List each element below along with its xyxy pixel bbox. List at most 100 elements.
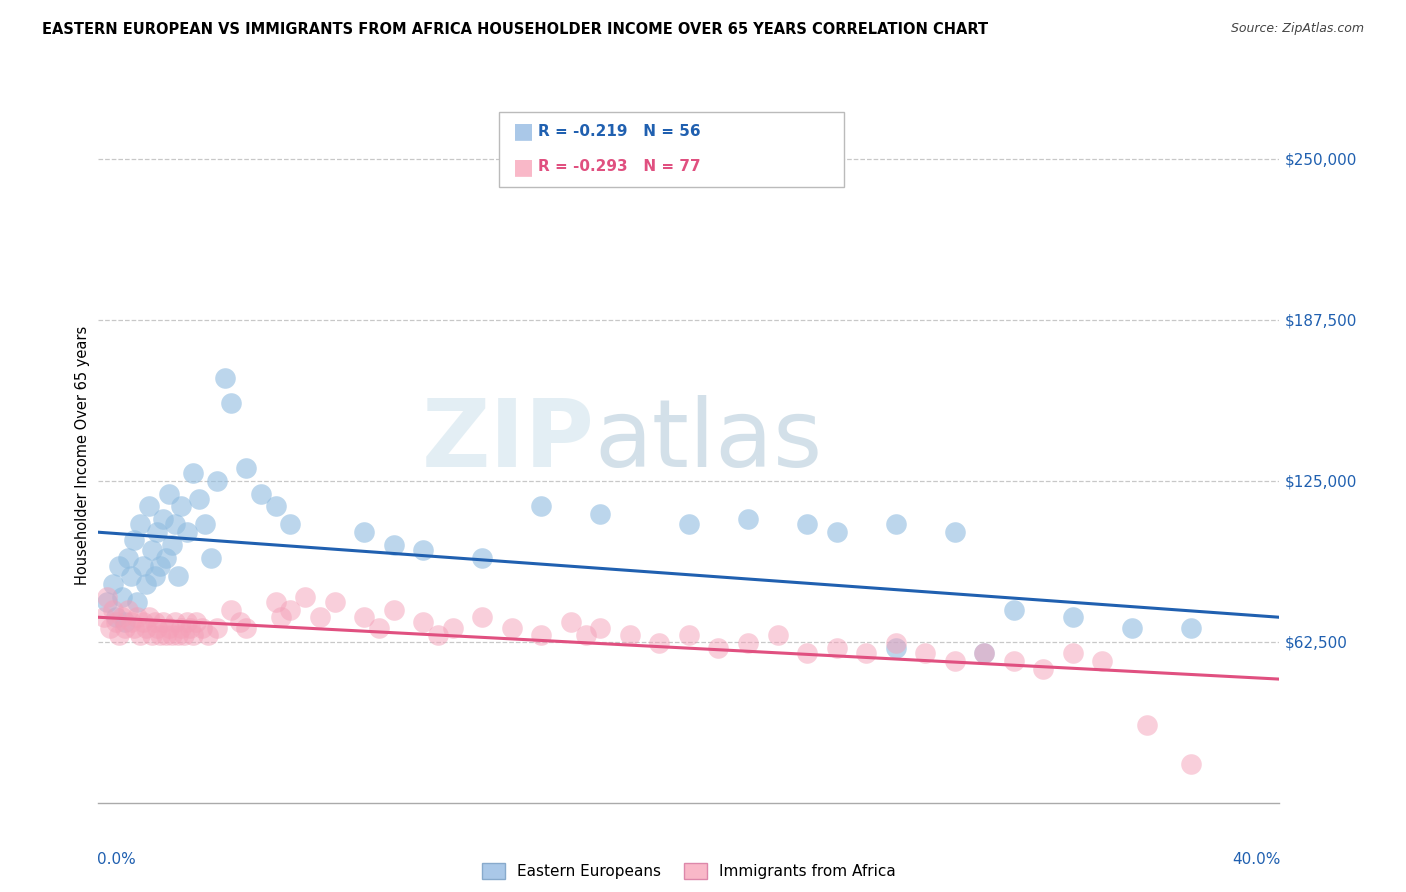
Point bbox=[973, 646, 995, 660]
Point bbox=[471, 610, 494, 624]
Point bbox=[530, 628, 553, 642]
Point bbox=[1002, 654, 1025, 668]
Point bbox=[187, 491, 209, 506]
Point bbox=[678, 628, 700, 642]
Point bbox=[943, 525, 966, 540]
Point bbox=[167, 569, 190, 583]
Point bbox=[412, 543, 434, 558]
Point bbox=[973, 646, 995, 660]
Point bbox=[884, 641, 907, 656]
Point bbox=[1091, 654, 1114, 668]
Point bbox=[943, 654, 966, 668]
Point bbox=[197, 628, 219, 642]
Point bbox=[382, 538, 405, 552]
Point bbox=[146, 525, 169, 540]
Point bbox=[149, 558, 172, 573]
Point bbox=[235, 621, 257, 635]
Point bbox=[184, 615, 207, 630]
Point bbox=[250, 486, 273, 500]
Point bbox=[114, 615, 136, 630]
Point bbox=[191, 621, 214, 635]
Text: 40.0%: 40.0% bbox=[1232, 852, 1281, 866]
Legend: Eastern Europeans, Immigrants from Africa: Eastern Europeans, Immigrants from Afric… bbox=[475, 856, 903, 886]
Point bbox=[382, 602, 405, 616]
Point bbox=[737, 636, 759, 650]
Point bbox=[141, 628, 163, 642]
Point bbox=[108, 628, 131, 642]
Point bbox=[152, 615, 174, 630]
Point bbox=[143, 615, 166, 630]
Point bbox=[471, 551, 494, 566]
Point bbox=[412, 615, 434, 630]
Point bbox=[170, 500, 193, 514]
Point bbox=[589, 507, 612, 521]
Point bbox=[176, 615, 198, 630]
Point bbox=[170, 621, 193, 635]
Point bbox=[707, 641, 730, 656]
Point bbox=[1180, 621, 1202, 635]
Point bbox=[530, 500, 553, 514]
Point bbox=[152, 512, 174, 526]
Point bbox=[146, 621, 169, 635]
Point bbox=[575, 628, 598, 642]
Point bbox=[309, 610, 332, 624]
Point bbox=[884, 636, 907, 650]
Point bbox=[235, 460, 257, 475]
Point bbox=[229, 615, 252, 630]
Point bbox=[117, 551, 139, 566]
Point bbox=[194, 517, 217, 532]
Point bbox=[181, 466, 204, 480]
Point bbox=[648, 636, 671, 650]
Point bbox=[162, 538, 183, 552]
Point bbox=[105, 615, 128, 630]
Point bbox=[589, 621, 612, 635]
Point bbox=[280, 602, 302, 616]
Point bbox=[205, 474, 228, 488]
Point bbox=[796, 646, 818, 660]
Point bbox=[221, 602, 243, 616]
Point bbox=[132, 558, 155, 573]
Point bbox=[737, 512, 759, 526]
Point bbox=[1136, 718, 1159, 732]
Point bbox=[105, 610, 128, 624]
Point bbox=[427, 628, 450, 642]
Point bbox=[214, 370, 236, 384]
Point bbox=[132, 615, 155, 630]
Point bbox=[914, 646, 936, 660]
Point bbox=[122, 621, 145, 635]
Point bbox=[165, 615, 187, 630]
Point bbox=[157, 621, 180, 635]
Point bbox=[157, 486, 180, 500]
Point bbox=[825, 525, 848, 540]
Point bbox=[884, 517, 907, 532]
Point bbox=[855, 646, 877, 660]
Point bbox=[179, 621, 201, 635]
Point bbox=[141, 543, 163, 558]
Point bbox=[441, 621, 464, 635]
Point bbox=[294, 590, 316, 604]
Point bbox=[200, 551, 222, 566]
Point bbox=[181, 628, 204, 642]
Point bbox=[176, 525, 198, 540]
Point bbox=[1032, 662, 1054, 676]
Point bbox=[128, 628, 150, 642]
Point bbox=[108, 558, 131, 573]
Point bbox=[98, 621, 121, 635]
Point bbox=[825, 641, 848, 656]
Point bbox=[93, 610, 115, 624]
Text: atlas: atlas bbox=[595, 395, 823, 487]
Point bbox=[155, 628, 177, 642]
Point bbox=[264, 595, 287, 609]
Point bbox=[796, 517, 818, 532]
Text: R = -0.293   N = 77: R = -0.293 N = 77 bbox=[538, 160, 702, 174]
Point bbox=[173, 628, 195, 642]
Point bbox=[1180, 757, 1202, 772]
Text: ■: ■ bbox=[513, 121, 534, 141]
Text: ■: ■ bbox=[513, 157, 534, 177]
Point bbox=[165, 517, 187, 532]
Point bbox=[122, 533, 145, 547]
Point bbox=[1121, 621, 1143, 635]
Point bbox=[368, 621, 391, 635]
Point bbox=[678, 517, 700, 532]
Point bbox=[149, 628, 172, 642]
